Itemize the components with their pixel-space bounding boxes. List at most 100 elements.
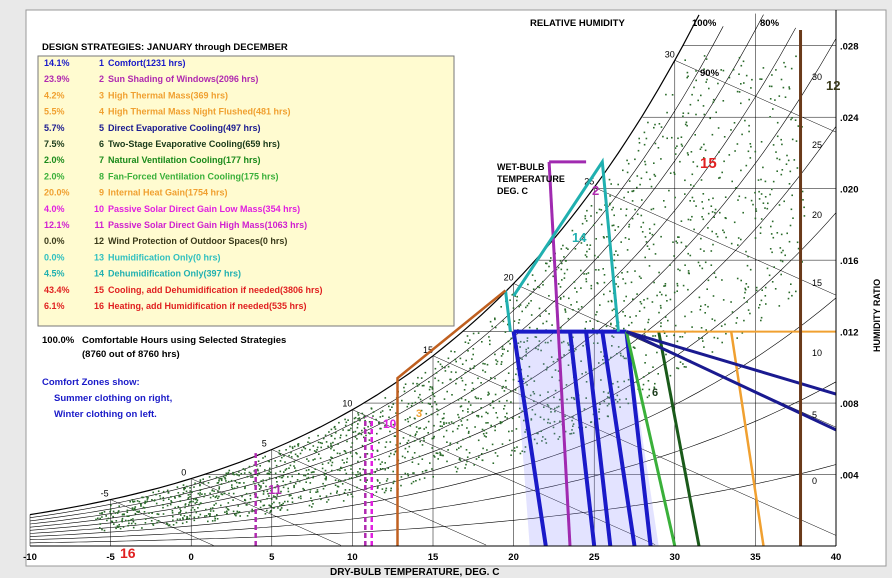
data-point [428, 388, 431, 391]
data-point [285, 468, 288, 470]
data-point [175, 521, 178, 524]
data-point [595, 313, 597, 316]
data-point [561, 262, 563, 265]
data-point [680, 220, 683, 222]
data-point [567, 248, 569, 250]
zone-label-2: 2 [592, 183, 599, 198]
data-point [567, 364, 570, 366]
data-point [625, 214, 627, 217]
data-point [172, 519, 174, 522]
data-point [472, 387, 475, 390]
data-point [297, 496, 300, 499]
data-point [406, 405, 409, 408]
data-point [634, 347, 636, 349]
data-point [277, 507, 279, 509]
data-point [209, 496, 212, 499]
data-point [256, 468, 259, 471]
data-point [738, 56, 741, 59]
data-point [468, 400, 470, 403]
data-point [191, 491, 193, 493]
data-point [594, 254, 596, 257]
data-point [496, 360, 499, 363]
data-point [688, 272, 690, 275]
data-point [314, 458, 316, 460]
data-point [484, 363, 486, 365]
data-point [683, 366, 686, 368]
legend-pct: 5.5% [44, 107, 65, 117]
data-point [192, 500, 194, 503]
data-point [353, 421, 356, 423]
data-point [648, 228, 651, 230]
data-point [645, 354, 647, 356]
data-point [574, 287, 576, 289]
data-point [310, 471, 313, 474]
data-point [487, 422, 489, 424]
data-point [491, 443, 494, 446]
data-point [457, 413, 459, 416]
data-point [360, 433, 363, 436]
data-point [605, 325, 608, 328]
wb-label-2: TEMPERATURE [497, 174, 565, 184]
data-point [648, 394, 650, 397]
data-point [288, 454, 290, 457]
data-point [342, 429, 344, 431]
data-point [790, 208, 793, 211]
data-point [115, 520, 118, 522]
data-point [266, 497, 268, 500]
data-point [780, 173, 783, 176]
data-point [264, 455, 266, 458]
data-point [614, 398, 617, 401]
data-point [750, 87, 752, 89]
data-point [711, 230, 713, 233]
data-point [762, 202, 765, 204]
data-point [305, 469, 308, 472]
data-point [162, 496, 165, 499]
data-point [576, 301, 578, 303]
data-point [533, 380, 536, 382]
data-point [521, 410, 523, 412]
data-point [262, 457, 264, 459]
data-point [350, 468, 352, 470]
data-point [431, 392, 434, 394]
data-point [638, 310, 641, 312]
data-point [346, 440, 348, 443]
data-point [218, 488, 220, 490]
data-point [357, 414, 360, 416]
data-point [259, 500, 262, 503]
data-point [182, 517, 184, 519]
data-point [273, 507, 275, 509]
data-point [313, 450, 316, 452]
data-point [714, 208, 717, 211]
data-point [186, 485, 188, 488]
data-point [767, 202, 769, 205]
data-point [797, 125, 800, 127]
data-point [566, 268, 569, 271]
data-point [494, 377, 496, 380]
data-point [638, 137, 640, 140]
data-point [654, 175, 657, 177]
data-point [416, 385, 419, 387]
data-point [573, 350, 576, 352]
data-point [642, 376, 645, 378]
comfort-note-1: Comfort Zones show: [42, 377, 140, 388]
data-point [734, 150, 736, 152]
data-point [194, 502, 197, 504]
data-point [687, 112, 690, 115]
data-point [487, 394, 489, 396]
data-point [343, 491, 346, 494]
data-point [439, 421, 442, 423]
data-point [408, 445, 411, 448]
data-point [644, 160, 646, 163]
data-point [423, 384, 425, 387]
data-point [272, 495, 275, 497]
data-point [505, 386, 507, 388]
data-point [174, 496, 176, 498]
data-point [492, 400, 494, 402]
data-point [599, 403, 601, 405]
data-point [339, 480, 342, 483]
data-point [288, 495, 291, 497]
data-point [257, 469, 259, 472]
data-point [572, 423, 575, 425]
data-point [466, 335, 469, 337]
data-point [586, 250, 588, 253]
